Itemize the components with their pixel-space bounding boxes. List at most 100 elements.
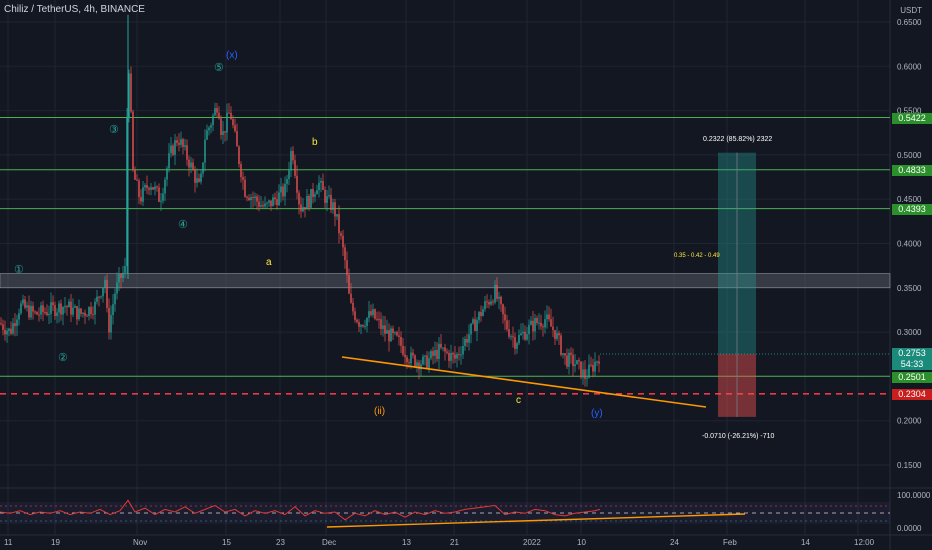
candle-body [332,202,334,210]
candle-body [258,201,260,207]
candle-body [270,200,272,207]
candle-body [170,145,172,154]
wave-label-w3: ③ [109,124,119,136]
candle-body [540,322,542,327]
candle-body [108,307,110,333]
candle-body [88,307,90,317]
current-price-tag: 0.2753 54:33 [892,348,932,370]
candle-body [182,139,184,147]
candle-body [490,301,492,305]
candle-body [518,334,520,344]
candle-body [50,302,52,314]
candle-body [532,320,534,332]
candle-body [464,339,466,347]
candle-body [368,311,370,318]
candle-body [432,351,434,356]
candle-body [454,354,456,359]
candle-body [300,204,302,212]
candle-body [380,319,382,329]
candle-body [116,282,118,294]
candle-body [80,308,82,314]
candle-body [470,323,472,335]
candle-body [310,189,312,208]
candle-body [12,323,14,334]
candle-body [316,190,318,195]
candle-body [448,352,450,361]
candle-body [4,329,6,335]
candle-body [444,347,446,352]
wave-label-w5: ⑤ [214,62,224,74]
candle-body [190,162,192,168]
price-tick: 0.2000 [897,417,922,426]
candle-body [370,311,372,316]
candle-body [478,312,480,321]
candle-body [374,309,376,319]
candle-body [68,301,70,308]
candle-body [102,287,104,297]
candle-body [66,306,68,308]
candle-body [62,307,64,315]
candle-body [372,309,374,316]
candle-body [592,364,594,372]
candle-body [38,314,40,316]
candle-body [498,296,500,299]
time-tick: 14 [801,538,810,547]
candle-body [430,351,432,359]
candle-body [562,353,564,355]
candle-body [346,260,348,275]
candle-body [204,139,206,163]
candle-body [36,311,38,315]
time-tick: 24 [670,538,679,547]
candle-body [260,205,262,207]
time-tick: Feb [723,538,737,547]
time-tick: Dec [322,538,336,547]
candle-body [8,328,10,331]
candle-body [458,354,460,356]
candle-body [328,195,330,197]
candle-body [544,319,546,328]
candle-body [340,233,342,236]
candle-body [220,118,222,135]
candle-body [118,273,120,283]
candle-body [324,189,326,203]
candle-body [196,178,198,183]
candle-body [408,362,410,364]
candle-body [162,193,164,201]
price-tick: 0.3500 [897,284,922,293]
candle-body [412,352,414,356]
candle-body [294,160,296,176]
candle-body [476,320,478,331]
candle-body [438,343,440,359]
candle-body [552,326,554,331]
candle-body [104,279,106,288]
rsi-trendline [326,513,746,528]
time-tick: 19 [51,538,60,547]
candle-body [276,199,278,206]
candle-body [384,325,386,334]
candle-body [584,369,586,379]
time-tick: 23 [276,538,285,547]
candle-body [428,358,430,369]
price-tick: 0.3000 [897,328,922,337]
candle-body [96,296,98,302]
candle-body [466,339,468,343]
wave-label-w1: ① [14,264,24,276]
wave-label-c: c [516,395,521,406]
candle-body [452,352,454,355]
time-tick: 11 [4,538,13,547]
candle-body [542,326,544,328]
candle-body [282,186,284,197]
candle-body [436,350,438,359]
candle-body [238,146,240,165]
candle-body [148,188,150,190]
candle-body [286,179,288,184]
candle-body [144,185,146,188]
candle-body [110,315,112,333]
candle-body [156,186,158,188]
candle-body [252,197,254,199]
candle-body [406,357,408,363]
candle-body [18,313,20,320]
candle-body [280,186,282,193]
candle-body [420,364,422,370]
